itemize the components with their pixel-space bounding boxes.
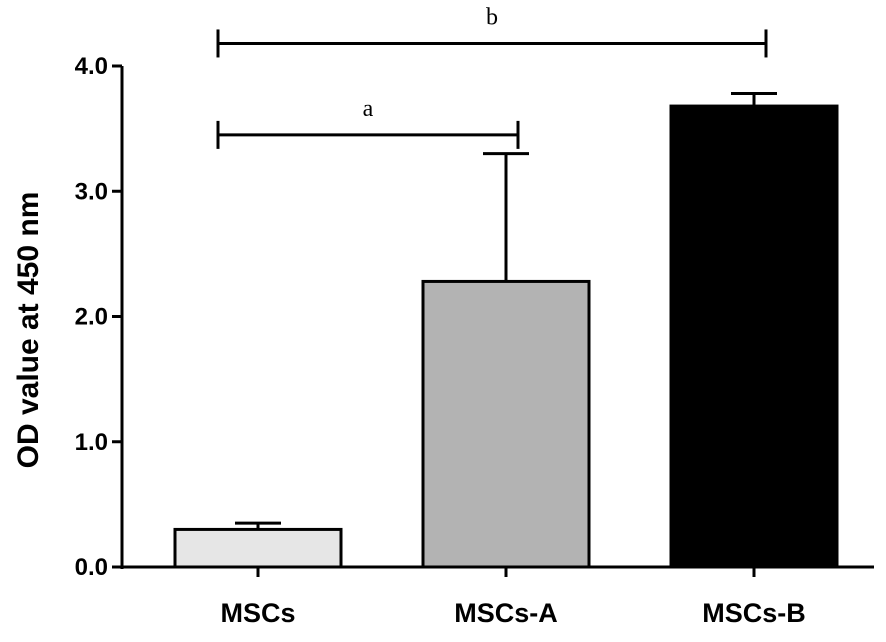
bar [421, 279, 591, 569]
bar [669, 104, 839, 569]
significance-brackets: ab [216, 4, 768, 149]
significance-label: a [363, 96, 374, 122]
x-tick-label: MSCs-B [702, 598, 806, 628]
x-tick-label: MSCs-A [454, 598, 558, 628]
y-tick-label: 4.0 [75, 53, 108, 80]
y-tick-label: 1.0 [75, 429, 108, 456]
y-axis-title: OD value at 450 nm [12, 192, 45, 469]
bar [173, 527, 343, 569]
y-tick-label: 0.0 [75, 554, 108, 581]
y-tick-label: 3.0 [75, 178, 108, 205]
y-tick-label: 2.0 [75, 304, 108, 331]
significance-label: b [486, 4, 498, 30]
x-tick-label: MSCs [220, 598, 295, 628]
bars: MSCs MSCs-A MSCs-B [173, 92, 839, 628]
